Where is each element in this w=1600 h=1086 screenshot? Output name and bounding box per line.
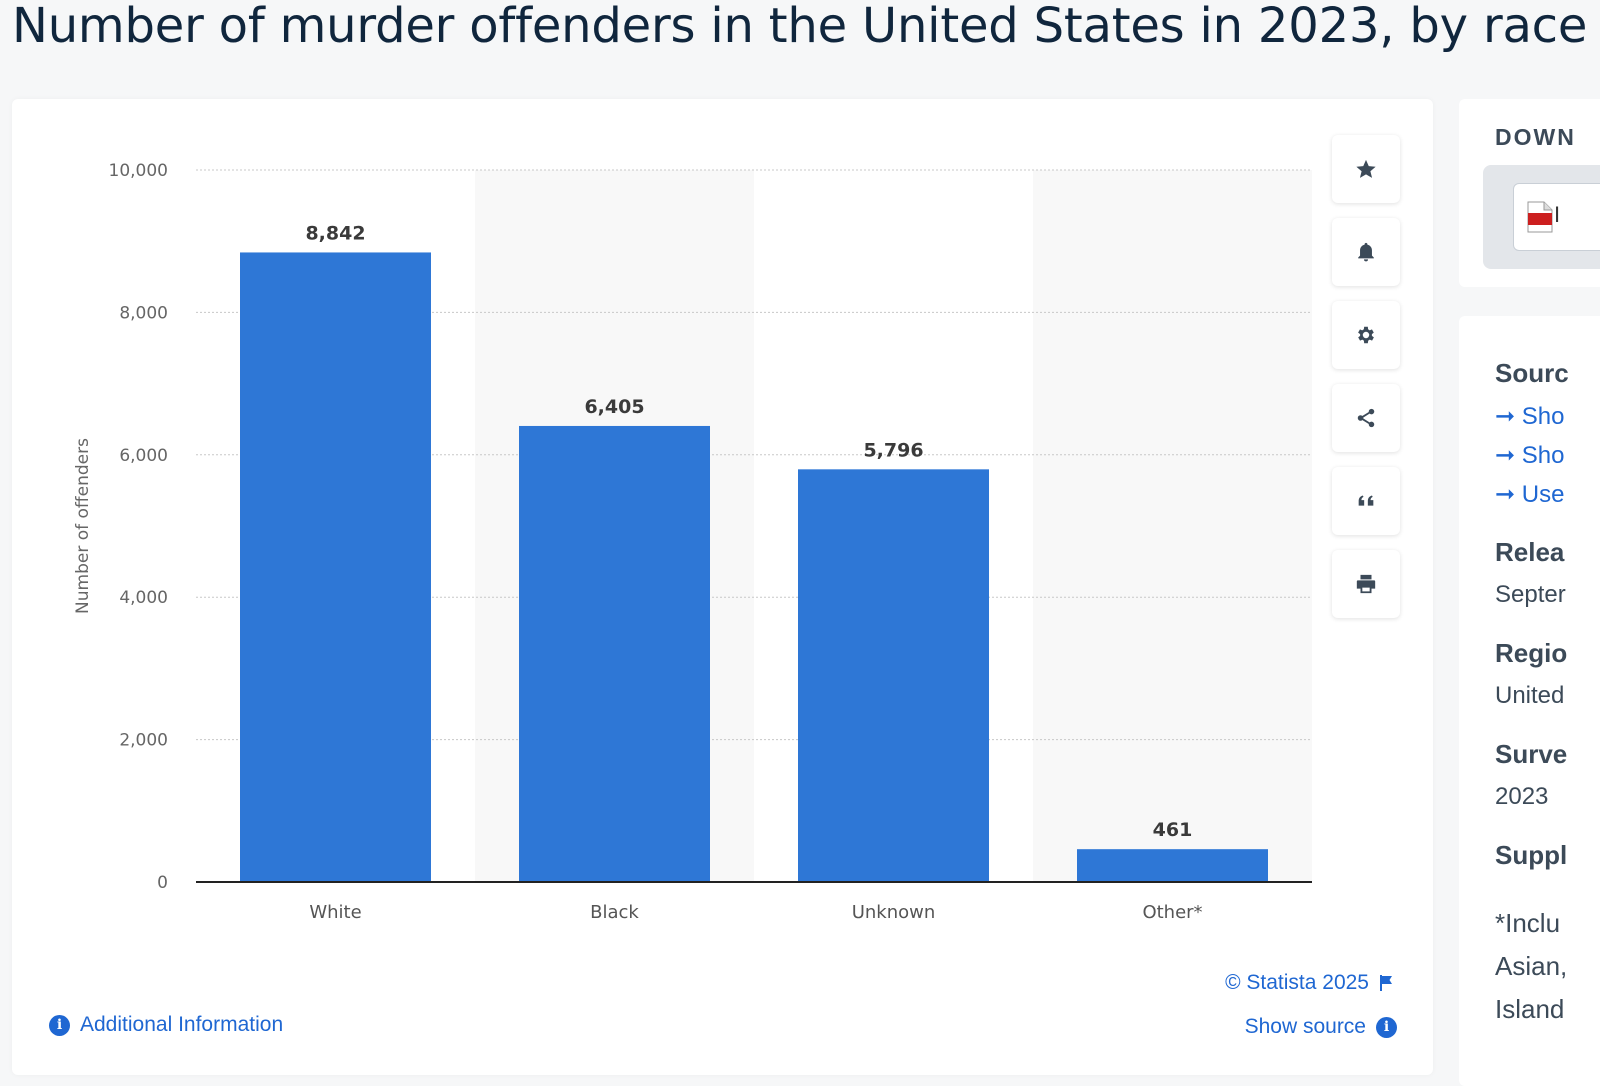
region-value: United <box>1495 682 1565 709</box>
y-tick-label: 8,000 <box>119 303 168 323</box>
star-icon <box>1356 159 1376 178</box>
y-tick-label: 2,000 <box>119 731 168 751</box>
chart-toolbar <box>1332 135 1402 633</box>
footnote-line: Island <box>1495 994 1565 1024</box>
supplementary-heading: Suppl <box>1495 840 1568 870</box>
copyright-line: © Statista 2025 <box>1225 971 1395 995</box>
gear-icon <box>1358 326 1374 344</box>
x-tick-label: Unknown <box>852 902 936 923</box>
favorite-button[interactable] <box>1332 135 1400 203</box>
y-tick-label: 0 <box>157 873 168 893</box>
print-button[interactable] <box>1332 550 1400 618</box>
print-icon <box>1356 574 1376 594</box>
show-source-label: Show source <box>1244 1015 1366 1038</box>
quote-icon <box>1358 495 1374 506</box>
bar-chart: 0 2,000 4,000 6,000 8,000 10,000 8,842 6,405 5,… <box>73 161 1312 923</box>
y-tick-label: 6,000 <box>119 446 168 466</box>
y-tick-label: 4,000 <box>119 588 168 608</box>
download-title: DOWN <box>1495 124 1576 150</box>
pdf-download-button[interactable]: I <box>1513 183 1600 251</box>
bar[interactable] <box>240 252 431 883</box>
bar[interactable] <box>1077 849 1268 882</box>
arrow-right-icon: ➞ <box>1495 442 1522 469</box>
download-options: I <box>1483 165 1600 269</box>
statistic-details-panel: Sourc ➞ Sho ➞ Sho ➞ Use Relea Septer Reg… <box>1459 316 1600 1086</box>
data-label: 8,842 <box>305 222 365 244</box>
share-button[interactable] <box>1332 384 1400 452</box>
pdf-file-icon <box>1527 201 1553 233</box>
category-band <box>1033 170 1312 882</box>
flag-icon[interactable] <box>1379 974 1395 992</box>
share-icon <box>1357 408 1375 428</box>
footnote-line: Asian, <box>1495 951 1568 981</box>
show-source-link[interactable]: Show source i <box>1245 1015 1397 1039</box>
source-link-3[interactable]: ➞ Use <box>1495 481 1565 508</box>
survey-heading: Surve <box>1495 739 1568 769</box>
source-link-2[interactable]: ➞ Sho <box>1495 442 1565 469</box>
download-panel: DOWN I <box>1459 99 1600 287</box>
survey-value: 2023 <box>1495 783 1549 810</box>
release-heading: Relea <box>1495 537 1565 567</box>
alert-button[interactable] <box>1332 218 1400 286</box>
bar[interactable] <box>519 425 710 882</box>
bar[interactable] <box>798 469 989 882</box>
x-tick-label: Black <box>590 902 639 923</box>
source-heading: Sourc <box>1495 358 1569 388</box>
additional-information-link[interactable]: i Additional Information <box>49 1013 283 1037</box>
info-icon: i <box>1376 1016 1397 1038</box>
footnote: *Inclu Asian, Island <box>1495 902 1567 1031</box>
data-label: 6,405 <box>584 396 644 418</box>
page-title: Number of murder offenders in the United… <box>12 0 1588 54</box>
additional-information-label: Additional Information <box>80 1013 284 1036</box>
copyright-text: © Statista 2025 <box>1225 971 1369 994</box>
chart-card: 0 2,000 4,000 6,000 8,000 10,000 8,842 6,405 5,… <box>12 99 1433 1075</box>
x-tick-label: Other* <box>1142 902 1202 923</box>
pdf-label: I <box>1554 202 1561 227</box>
info-icon: i <box>49 1014 70 1036</box>
arrow-right-icon: ➞ <box>1495 481 1522 508</box>
y-axis-label: Number of offenders <box>73 438 93 614</box>
region-heading: Regio <box>1495 638 1568 668</box>
x-tick-label: White <box>309 902 361 923</box>
bell-icon <box>1358 242 1374 262</box>
cite-button[interactable] <box>1332 467 1400 535</box>
footnote-line: *Inclu <box>1495 908 1561 938</box>
arrow-right-icon: ➞ <box>1495 403 1522 430</box>
y-tick-label: 10,000 <box>109 161 168 181</box>
release-value: Septer <box>1495 581 1566 608</box>
source-link-1[interactable]: ➞ Sho <box>1495 403 1565 430</box>
settings-button[interactable] <box>1332 301 1400 369</box>
data-label: 5,796 <box>863 439 923 461</box>
data-label: 461 <box>1153 819 1193 841</box>
